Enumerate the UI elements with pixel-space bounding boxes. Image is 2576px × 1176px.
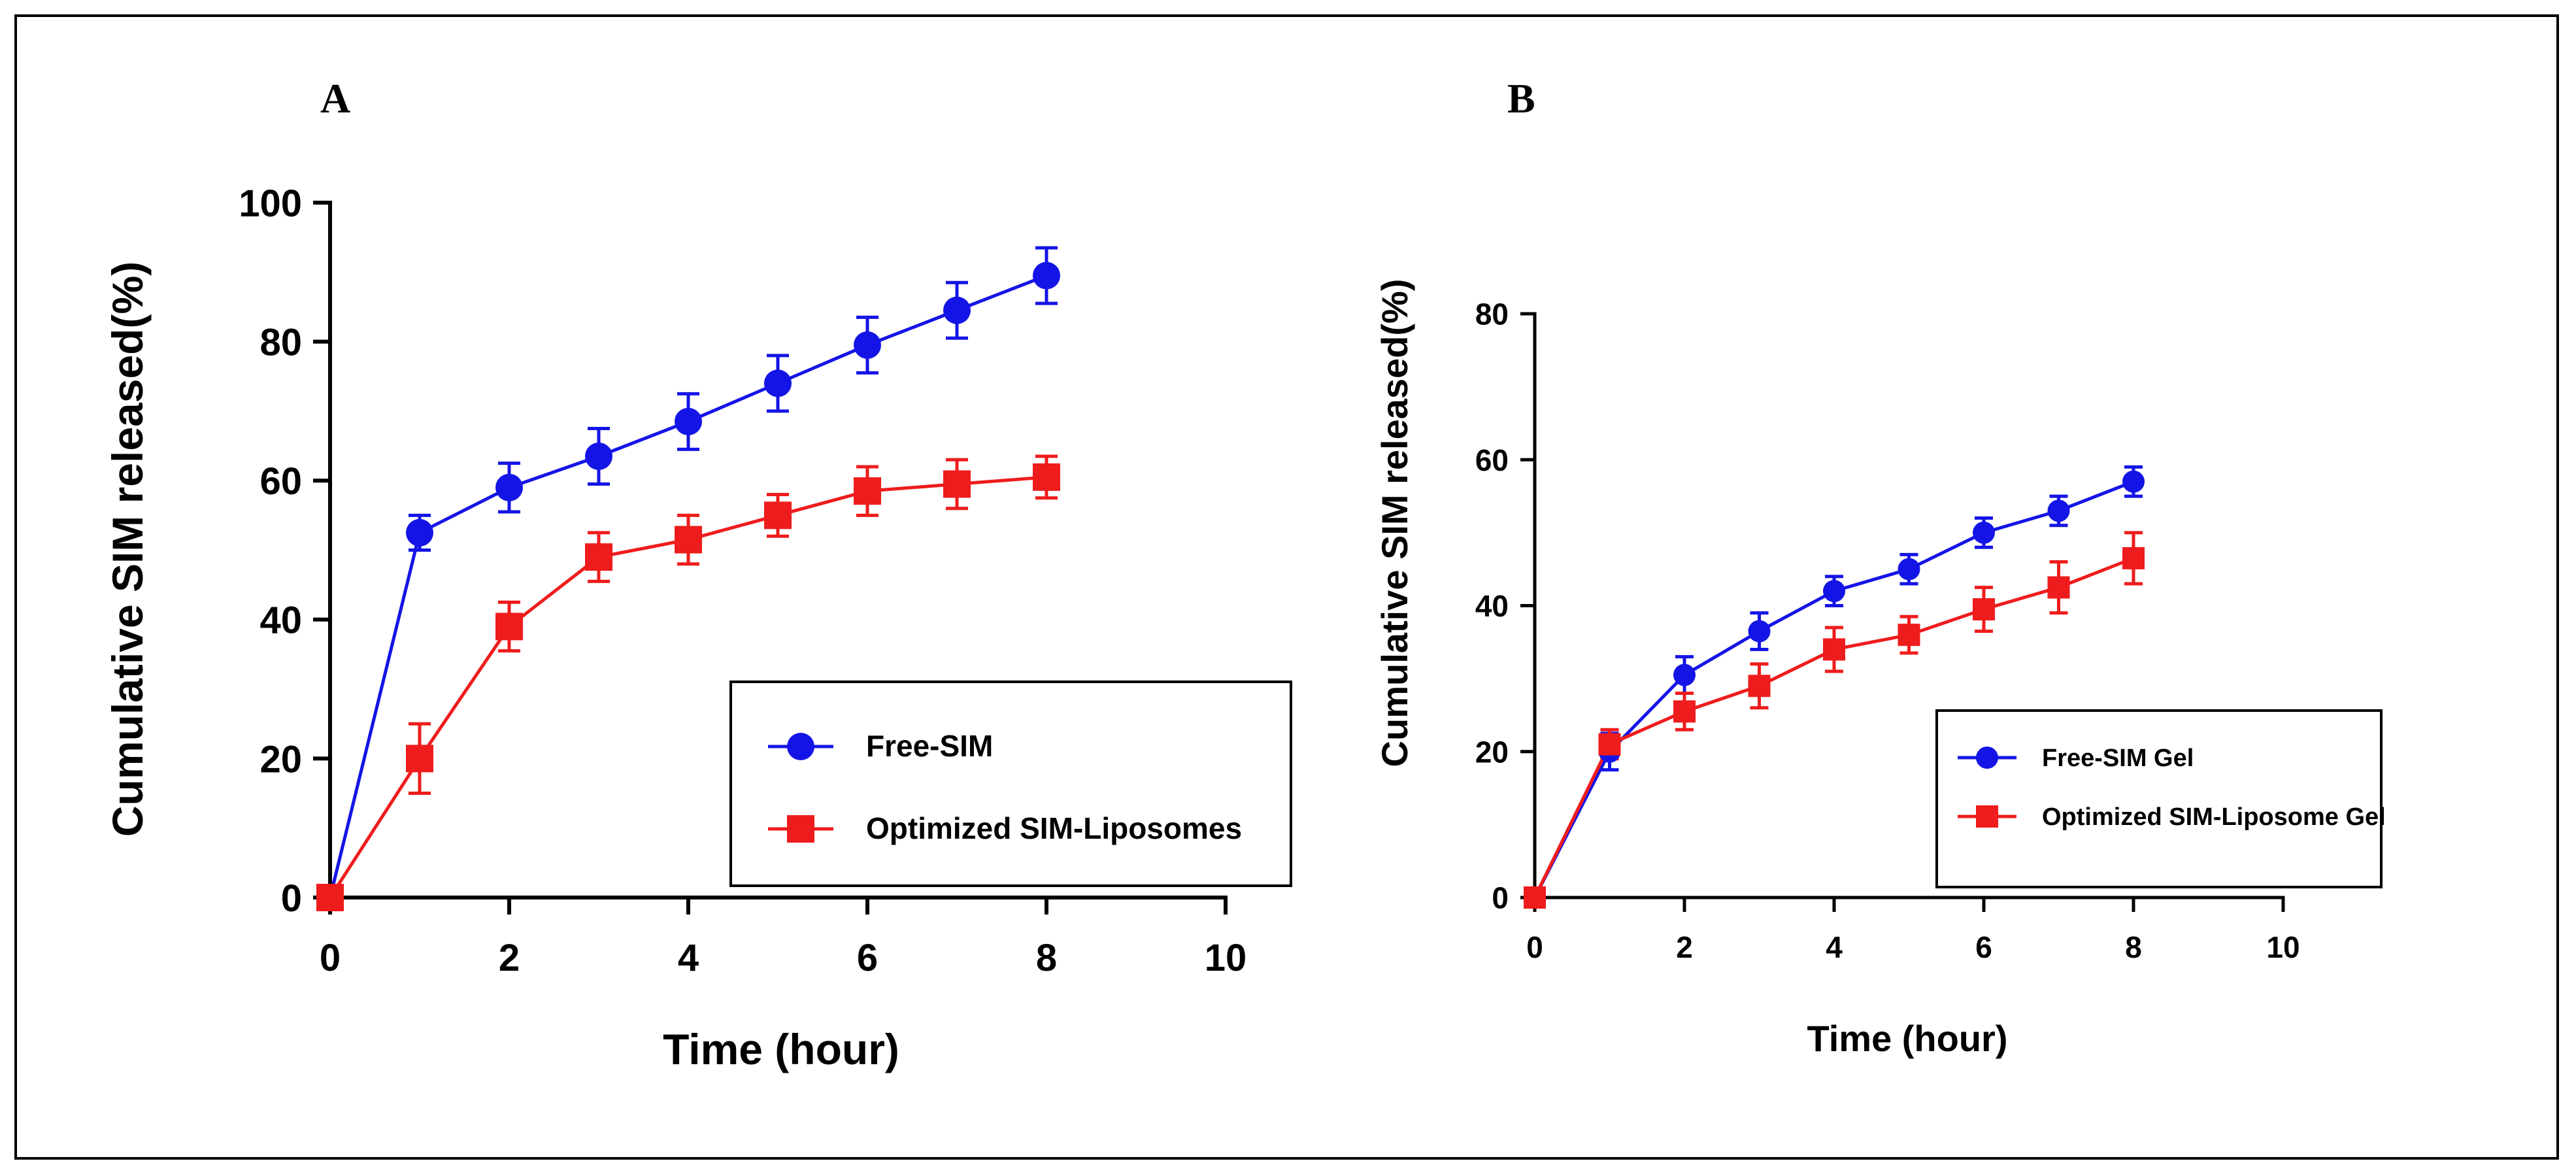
panel-b-lipo-point (1598, 733, 1621, 756)
panel-a-legend: Free-SIM Optimized SIM-Liposomes (729, 680, 1292, 887)
legend-a-lipo-marker (787, 815, 814, 843)
figure-frame (14, 14, 2559, 1160)
panel-a-lipo-point (495, 613, 523, 641)
panel-a-xtick-label: 10 (1205, 937, 1247, 979)
panel-a-plot: 0 20 40 60 80 100 0 2 4 6 8 10 (239, 182, 1246, 979)
panel-a-ytick-label: 20 (259, 738, 302, 781)
panel-a-free-point (764, 369, 792, 397)
panel-b-xtick-label: 0 (1526, 930, 1543, 964)
panel-a-lipo-point (854, 477, 881, 505)
panel-b-free-point (1673, 664, 1696, 686)
panel-b-legend: Free-SIM Gel Optimized SIM-Liposome Gel (1935, 709, 2386, 888)
panel-b-lipo-point (1748, 675, 1771, 697)
panel-a-lipo-point (316, 884, 344, 911)
panel-a-free-point (854, 331, 881, 359)
panel-a-lipo-point (764, 501, 792, 529)
panel-b-plot: 0 20 40 60 80 0 2 4 6 8 10 (1475, 297, 2300, 964)
panel-b-letter: B (1507, 75, 1535, 122)
panel-a-letter: A (320, 75, 350, 122)
panel-b-lipo-point (1973, 598, 1995, 621)
panel-b-ylabel: Cumulative SIM released(%) (1374, 279, 1415, 767)
panel-b-lipo-point (1673, 700, 1696, 723)
panel-a-xlabel: Time (hour) (663, 1025, 899, 1073)
panel-a-xtick-label: 6 (857, 937, 878, 979)
panel-a-xtick-label: 0 (320, 937, 341, 979)
panel-b-xtick-label: 4 (1826, 930, 1843, 964)
panel-a-free-point (1033, 261, 1060, 290)
panel-b-legend-box (1935, 709, 2383, 888)
panel-b-xtick-label: 8 (2125, 930, 2142, 964)
panel-b-free-point (1973, 521, 1995, 544)
panel-b-xtick-label: 10 (2266, 930, 2300, 964)
panel-b-lipo-point (2122, 546, 2145, 569)
panel-b-lipo-point (2047, 576, 2070, 599)
panel-b-ytick-label: 60 (1475, 443, 1509, 477)
panel-b-xlabel: Time (hour) (1807, 1018, 2008, 1059)
panel-a-free-point (675, 407, 702, 435)
legend-b-lipo-marker (1976, 805, 1998, 828)
panel-a-free-point (943, 296, 971, 324)
panel-b-free-point (1823, 580, 1845, 603)
panel-b-lipo-point (1823, 638, 1845, 661)
panel-a-xtick-label: 2 (499, 937, 520, 979)
panel-a-ylabel: Cumulative SIM released(%) (103, 261, 152, 837)
panel-a-ytick-label: 60 (259, 460, 302, 503)
panel-a-free-point (585, 442, 612, 470)
panel-b-free-point (1898, 558, 1920, 580)
panel-a-free-point (495, 473, 523, 501)
panel-a-lipo-point (943, 470, 971, 498)
panel-b-ytick-label: 0 (1492, 881, 1509, 915)
panel-b-free-point (2047, 499, 2070, 522)
panel-b-lipo-point (1898, 624, 1920, 647)
panel-a-ytick-label: 0 (281, 877, 302, 920)
panel-a-ytick-label: 100 (239, 182, 302, 225)
legend-a-free-marker (787, 733, 814, 760)
panel-b-free-point (2122, 470, 2145, 493)
panel-b-ytick-label: 40 (1475, 589, 1509, 623)
panel-a-xtick-label: 4 (678, 937, 699, 979)
panel-b-ytick-label: 80 (1475, 297, 1509, 331)
legend-a-lipo-label: Optimized SIM-Liposomes (866, 811, 1242, 845)
panel-b-ytick-label: 20 (1475, 735, 1509, 769)
panel-a-ytick-label: 40 (259, 599, 302, 642)
legend-a-free-label: Free-SIM (866, 729, 993, 763)
panel-b-free-point (1748, 620, 1771, 643)
panel-a-lipo-point (585, 543, 612, 571)
panel-b-xtick-label: 6 (1975, 930, 1992, 964)
panel-a-lipo-point (1033, 463, 1060, 491)
panel-a-lipo-point (675, 526, 702, 554)
legend-b-lipo-label: Optimized SIM-Liposome Gel (2042, 803, 2386, 831)
panel-a-xtick-label: 8 (1036, 937, 1057, 979)
legend-b-free-label: Free-SIM Gel (2042, 745, 2194, 772)
panel-a-legend-box (729, 680, 1292, 887)
panel-a-lipo-point (406, 745, 433, 773)
panel-b-lipo-point (1524, 886, 1546, 909)
legend-b-free-marker (1976, 747, 1998, 769)
panel-b-xtick-label: 2 (1676, 930, 1693, 964)
panel-a-free-point (406, 518, 433, 546)
panel-a-ytick-label: 80 (259, 321, 302, 363)
